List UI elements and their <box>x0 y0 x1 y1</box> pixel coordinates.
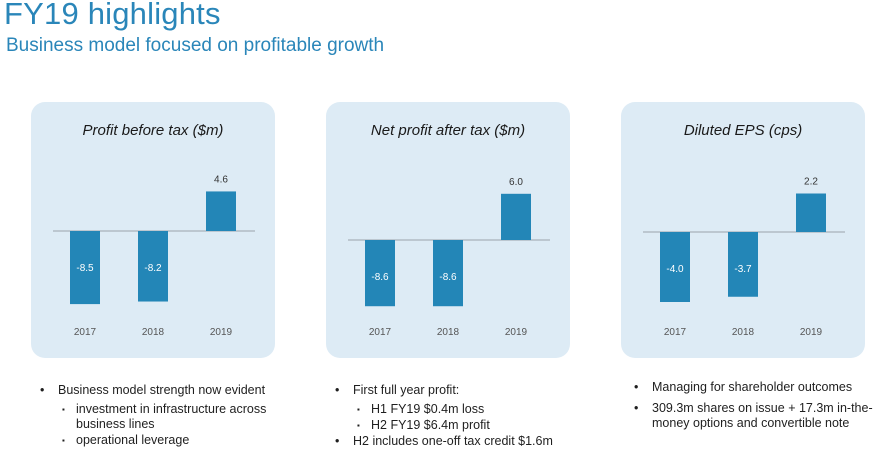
bar-2019 <box>206 191 236 231</box>
note-bullet: First full year profit: <box>335 383 585 398</box>
chart-diluted-eps: Diluted EPS (cps) -4.0 2017 -3.7 2018 2.2 2019 <box>643 122 845 338</box>
data-label: 2.2 <box>804 177 818 188</box>
notes-column-3: Managing for shareholder outcomes 309.3m… <box>634 380 874 435</box>
data-label: -8.6 <box>439 272 457 283</box>
x-tick-label: 2018 <box>142 327 165 338</box>
data-label: -8.2 <box>144 263 162 274</box>
notes-column-2: First full year profit: H1 FY19 $0.4m lo… <box>335 383 585 453</box>
bar-2019 <box>501 193 531 240</box>
chart-net-profit-after-tax: Net profit after tax ($m) -8.6 2017 -8.6 201… <box>348 122 550 338</box>
bar-2017 <box>660 232 690 302</box>
data-label: -8.5 <box>76 263 94 274</box>
notes-column-1: Business model strength now evident inve… <box>40 383 270 449</box>
chart-title: Net profit after tax ($m) <box>371 122 525 139</box>
note-bullet: Managing for shareholder outcomes <box>634 380 874 395</box>
bar-2017 <box>70 231 100 305</box>
x-tick-label: 2018 <box>437 327 460 338</box>
bar-2019 <box>796 193 826 232</box>
note-bullet: Business model strength now evident <box>40 383 270 398</box>
data-label: 6.0 <box>509 177 523 188</box>
x-tick-label: 2019 <box>505 327 528 338</box>
x-tick-label: 2017 <box>664 327 687 338</box>
bar-2018 <box>433 240 463 307</box>
data-label: -3.7 <box>734 264 752 275</box>
chart-title: Diluted EPS (cps) <box>684 122 802 139</box>
page-title: FY19 highlights <box>4 0 221 31</box>
note-bullet: H2 includes one-off tax credit $1.6m <box>335 434 585 449</box>
x-tick-label: 2019 <box>800 327 823 338</box>
data-label: 4.6 <box>214 174 228 185</box>
note-sub-bullet: H2 FY19 $6.4m profit <box>335 418 585 433</box>
bar-2018 <box>728 232 758 297</box>
data-label: -4.0 <box>666 264 684 275</box>
bar-2018 <box>138 231 168 302</box>
x-tick-label: 2018 <box>732 327 755 338</box>
bar-2017 <box>365 240 395 307</box>
chart-panel-diluted-eps: Diluted EPS (cps) -4.0 2017 -3.7 2018 2.2 2019 <box>621 102 865 358</box>
note-bullet: 309.3m shares on issue + 17.3m in-the-mo… <box>634 401 874 431</box>
chart-panel-profit-before-tax: Profit before tax ($m) -8.5 2017 -8.2 2018 4.… <box>31 102 275 358</box>
note-sub-bullet: operational leverage <box>40 433 270 448</box>
chart-panel-net-profit-after-tax: Net profit after tax ($m) -8.6 2017 -8.6 201… <box>326 102 570 358</box>
chart-profit-before-tax: Profit before tax ($m) -8.5 2017 -8.2 2018 4.… <box>53 122 255 338</box>
chart-title: Profit before tax ($m) <box>83 122 224 139</box>
x-tick-label: 2019 <box>210 327 233 338</box>
data-label: -8.6 <box>371 272 389 283</box>
note-sub-bullet: H1 FY19 $0.4m loss <box>335 402 585 417</box>
x-tick-label: 2017 <box>369 327 392 338</box>
x-tick-label: 2017 <box>74 327 97 338</box>
note-sub-bullet: investment in infrastructure across busi… <box>40 402 270 432</box>
page-subtitle: Business model focused on profitable gro… <box>6 35 385 56</box>
